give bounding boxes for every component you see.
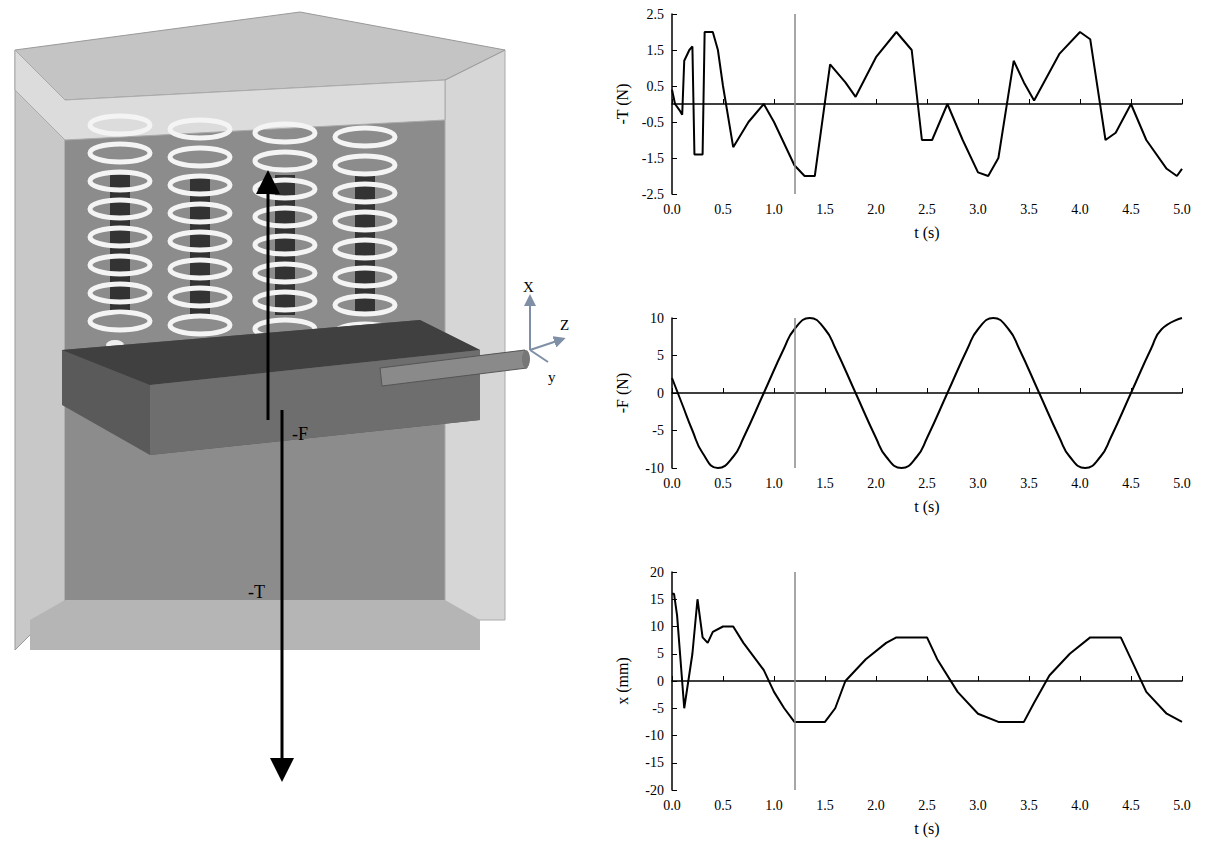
- svg-text:5.0: 5.0: [1173, 202, 1191, 217]
- svg-text:y: y: [548, 369, 556, 385]
- svg-text:0.0: 0.0: [663, 798, 681, 813]
- svg-text:15: 15: [650, 592, 664, 607]
- svg-text:4.0: 4.0: [1071, 798, 1089, 813]
- svg-text:0.5: 0.5: [714, 202, 732, 217]
- svg-text:3.0: 3.0: [969, 202, 987, 217]
- svg-text:1.5: 1.5: [816, 798, 834, 813]
- svg-text:10: 10: [650, 311, 664, 326]
- svg-text:-F: -F: [292, 424, 308, 444]
- svg-text:2.0: 2.0: [867, 798, 885, 813]
- svg-text:0.5: 0.5: [714, 798, 732, 813]
- svg-text:10: 10: [650, 619, 664, 634]
- svg-text:1.5: 1.5: [816, 202, 834, 217]
- svg-text:3.5: 3.5: [1020, 202, 1038, 217]
- svg-text:1.0: 1.0: [765, 202, 783, 217]
- svg-text:3.0: 3.0: [969, 798, 987, 813]
- svg-text:2.5: 2.5: [918, 798, 936, 813]
- svg-text:-20: -20: [645, 783, 664, 798]
- svg-text:-T (N): -T (N): [614, 83, 632, 124]
- svg-text:3.0: 3.0: [969, 476, 987, 491]
- svg-text:X: X: [523, 279, 534, 295]
- svg-text:-F (N): -F (N): [614, 373, 632, 413]
- svg-text:2.5: 2.5: [647, 7, 665, 22]
- svg-text:2.5: 2.5: [918, 202, 936, 217]
- svg-text:5.0: 5.0: [1173, 476, 1191, 491]
- svg-text:4.5: 4.5: [1122, 202, 1140, 217]
- svg-text:4.5: 4.5: [1122, 798, 1140, 813]
- svg-text:0.0: 0.0: [663, 202, 681, 217]
- svg-text:-0.5: -0.5: [642, 115, 664, 130]
- svg-text:2.0: 2.0: [867, 476, 885, 491]
- svg-text:2.0: 2.0: [867, 202, 885, 217]
- svg-text:1.0: 1.0: [765, 798, 783, 813]
- svg-text:1.0: 1.0: [765, 476, 783, 491]
- svg-text:-T: -T: [248, 582, 265, 602]
- svg-text:20: 20: [650, 565, 664, 580]
- svg-text:-2.5: -2.5: [642, 187, 664, 202]
- svg-text:0.0: 0.0: [663, 476, 681, 491]
- svg-text:2.5: 2.5: [918, 476, 936, 491]
- svg-text:-5: -5: [652, 701, 664, 716]
- svg-text:0: 0: [657, 674, 664, 689]
- svg-text:Z: Z: [560, 317, 569, 333]
- svg-text:0.5: 0.5: [714, 476, 732, 491]
- svg-text:0.5: 0.5: [647, 79, 665, 94]
- svg-text:1.5: 1.5: [647, 43, 665, 58]
- svg-text:-10: -10: [645, 461, 664, 476]
- svg-text:4.0: 4.0: [1071, 202, 1089, 217]
- svg-text:5.0: 5.0: [1173, 798, 1191, 813]
- svg-text:t (s): t (s): [914, 498, 939, 516]
- svg-text:x (mm): x (mm): [614, 657, 632, 705]
- svg-text:4.5: 4.5: [1122, 476, 1140, 491]
- svg-text:5: 5: [657, 646, 664, 661]
- svg-text:-15: -15: [645, 755, 664, 770]
- svg-text:5: 5: [657, 348, 664, 363]
- svg-text:-1.5: -1.5: [642, 151, 664, 166]
- svg-text:1.5: 1.5: [816, 476, 834, 491]
- svg-text:-10: -10: [645, 728, 664, 743]
- svg-text:3.5: 3.5: [1020, 798, 1038, 813]
- svg-text:-5: -5: [652, 423, 664, 438]
- svg-text:t (s): t (s): [914, 820, 939, 838]
- svg-text:0: 0: [657, 386, 664, 401]
- svg-text:t (s): t (s): [914, 224, 939, 242]
- svg-text:4.0: 4.0: [1071, 476, 1089, 491]
- svg-text:3.5: 3.5: [1020, 476, 1038, 491]
